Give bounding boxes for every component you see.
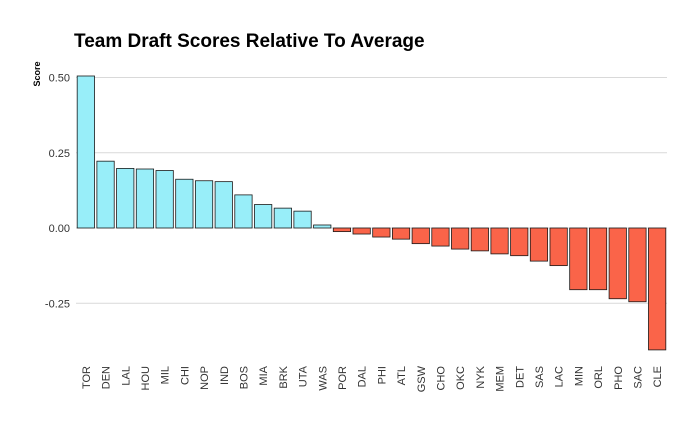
bar [588, 227, 608, 291]
x-tick-label: UTA [298, 365, 310, 387]
bar [76, 75, 95, 229]
x-tick-label: POR [337, 366, 349, 390]
bar [332, 227, 352, 233]
bar [96, 160, 115, 229]
bar [273, 207, 292, 229]
y-axis-label: Score [32, 61, 42, 86]
x-tick-label: GSW [416, 365, 428, 392]
x-tick-label: MIL [160, 366, 172, 384]
y-tick-label: 0.50 [49, 73, 70, 85]
bar [313, 224, 332, 229]
y-tick-label: 0.00 [49, 223, 70, 235]
x-tick-label: IND [219, 366, 231, 385]
chart-title: Team Draft Scores Relative To Average [74, 31, 425, 52]
gridlines [76, 77, 667, 304]
x-tick-labels: TOR DEN LAL HOU MIL CHI NOP IND BOS MIA BRK UTA WAS P… [81, 365, 664, 392]
bar [352, 227, 371, 235]
x-tick-label: DEN [101, 366, 113, 389]
x-tick-label: ATL [396, 366, 408, 385]
bar [391, 227, 411, 240]
bar [451, 227, 470, 250]
bar [254, 204, 273, 229]
x-tick-label: SAC [632, 366, 644, 389]
bar [490, 227, 509, 255]
x-tick-label: DAL [357, 366, 369, 387]
bar [510, 227, 529, 257]
x-tick-label: ORL [593, 366, 605, 389]
x-tick-label: TOR [81, 366, 93, 389]
x-tick-label: PHO [613, 366, 625, 390]
bar [628, 227, 647, 303]
x-tick-label: BOS [238, 366, 250, 389]
x-tick-label: LAL [120, 366, 132, 386]
bar [648, 227, 667, 351]
x-tick-label: OKC [455, 366, 467, 390]
x-tick-label: BRK [278, 365, 290, 388]
y-tick-labels: 0.50 0.25 0.00 -0.25 [45, 73, 70, 311]
x-tick-label: LAC [554, 366, 566, 387]
x-tick-label: WAS [317, 366, 329, 391]
x-tick-label: HOU [140, 366, 152, 391]
bar [549, 227, 568, 267]
bar [214, 181, 233, 229]
bar [372, 227, 391, 238]
bar [135, 168, 155, 229]
bar [569, 227, 588, 291]
y-tick-label: 0.25 [49, 148, 70, 160]
bar [234, 194, 253, 229]
x-tick-label: CHI [179, 366, 191, 385]
bar [608, 227, 627, 300]
x-tick-label: MIN [573, 366, 585, 386]
bar [116, 168, 135, 229]
bar [411, 227, 430, 245]
x-tick-label: DET [514, 366, 526, 388]
y-tick-label: -0.25 [45, 298, 70, 310]
bar [155, 170, 174, 229]
x-tick-label: CHO [435, 366, 447, 391]
bar [194, 180, 214, 229]
x-tick-label: MEM [495, 366, 507, 392]
bar [431, 227, 450, 247]
x-tick-label: NYK [475, 365, 487, 388]
x-tick-label: PHI [376, 366, 388, 384]
x-tick-label: CLE [652, 366, 664, 387]
bar [293, 210, 312, 229]
bar [529, 227, 549, 262]
x-tick-label: MIA [258, 365, 270, 385]
bars [76, 75, 667, 351]
bar [175, 178, 194, 229]
x-tick-label: NOP [199, 366, 211, 390]
bar [470, 227, 489, 252]
x-tick-label: SAS [534, 366, 546, 388]
